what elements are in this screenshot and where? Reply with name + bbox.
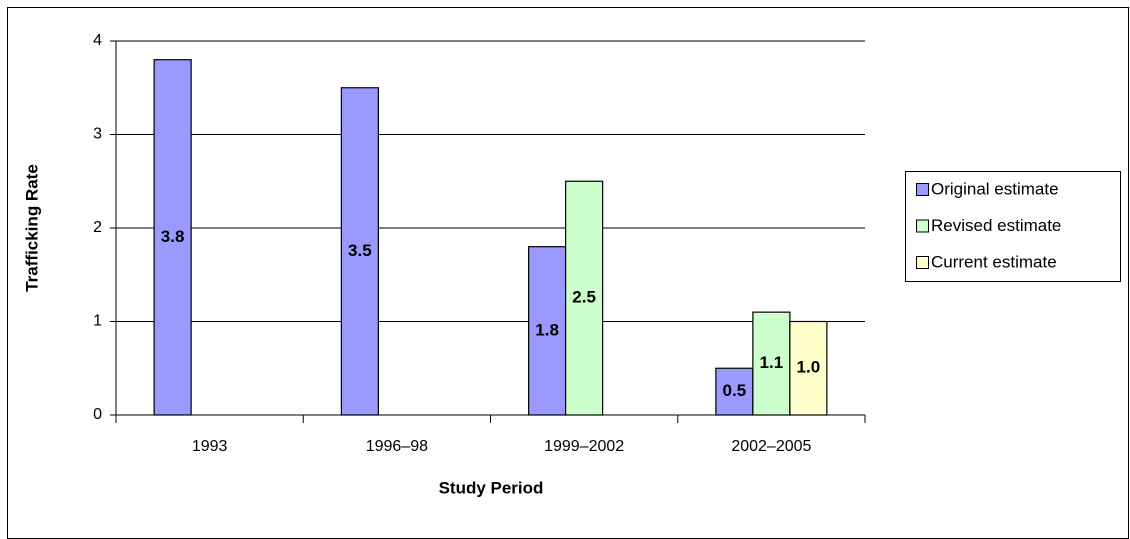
y-tick-label: 0 bbox=[93, 406, 102, 423]
bar bbox=[153, 59, 192, 416]
data-label: 1.1 bbox=[760, 353, 784, 372]
data-label: 3.5 bbox=[348, 241, 372, 260]
data-label: 0.5 bbox=[723, 381, 747, 400]
data-label: 3.8 bbox=[161, 227, 185, 246]
data-label: 1.8 bbox=[535, 320, 559, 339]
x-tick-label: 2002–2005 bbox=[731, 438, 811, 455]
bar bbox=[789, 320, 828, 416]
y-tick-label: 2 bbox=[93, 219, 102, 236]
data-label: 2.5 bbox=[572, 288, 596, 307]
bar bbox=[340, 87, 379, 416]
y-tick-label: 4 bbox=[93, 32, 102, 49]
bar bbox=[715, 367, 754, 416]
x-tick-label: 1993 bbox=[192, 438, 228, 455]
legend-box bbox=[905, 171, 1121, 282]
legend-swatch bbox=[916, 219, 929, 233]
x-axis-title: Study Period bbox=[439, 478, 544, 497]
y-tick-label: 3 bbox=[93, 126, 102, 143]
x-tick-label: 1999–2002 bbox=[544, 438, 624, 455]
bar bbox=[565, 180, 604, 416]
y-axis-title: Trafficking Rate bbox=[22, 164, 41, 292]
legend-swatch bbox=[916, 183, 929, 196]
x-tick-label: 1996–98 bbox=[366, 438, 428, 455]
legend-label: Original estimate bbox=[931, 179, 1059, 198]
legend-label: Revised estimate bbox=[931, 216, 1061, 235]
data-label: 1.0 bbox=[797, 358, 821, 377]
legend-label: Current estimate bbox=[931, 252, 1057, 271]
y-tick-label: 1 bbox=[93, 313, 102, 330]
bar bbox=[752, 311, 791, 416]
legend-swatch bbox=[916, 256, 929, 269]
